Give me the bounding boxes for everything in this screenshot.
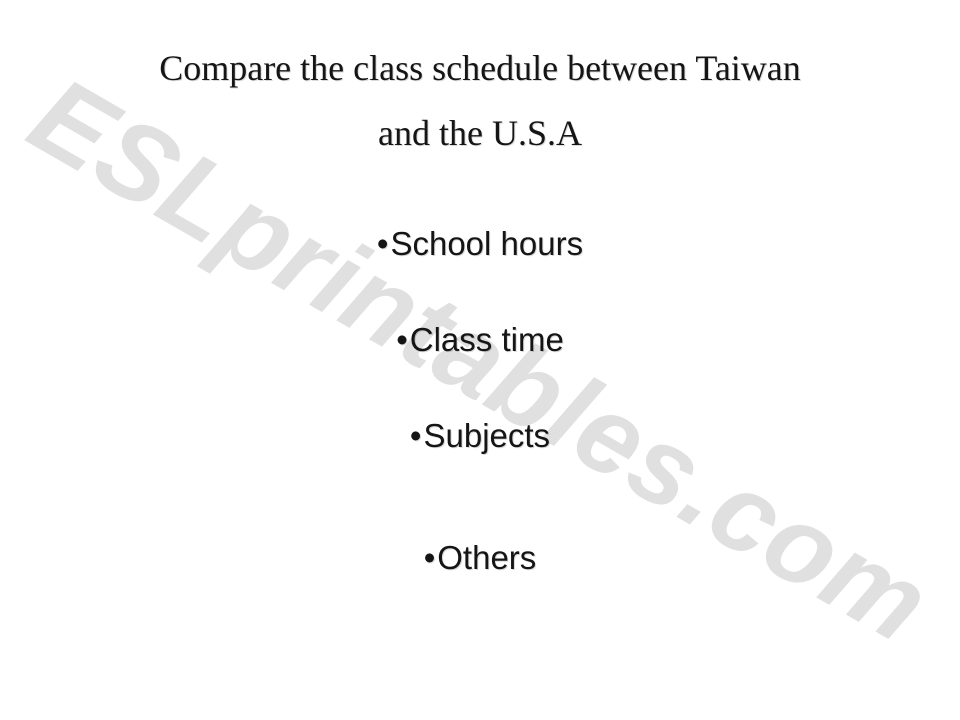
slide: ESLprintables.com Compare the class sche… — [0, 0, 960, 720]
bullet-item: Others — [424, 539, 537, 577]
slide-title: Compare the class schedule between Taiwa… — [0, 36, 960, 166]
bullet-item: School hours — [377, 225, 583, 263]
title-line-2: and the U.S.A — [378, 113, 582, 153]
bullet-item: Class time — [396, 321, 564, 359]
title-line-1: Compare the class schedule between Taiwa… — [159, 48, 801, 88]
bullet-item: Subjects — [410, 417, 550, 455]
bullet-list: School hours Class time Subjects Others — [0, 225, 960, 577]
